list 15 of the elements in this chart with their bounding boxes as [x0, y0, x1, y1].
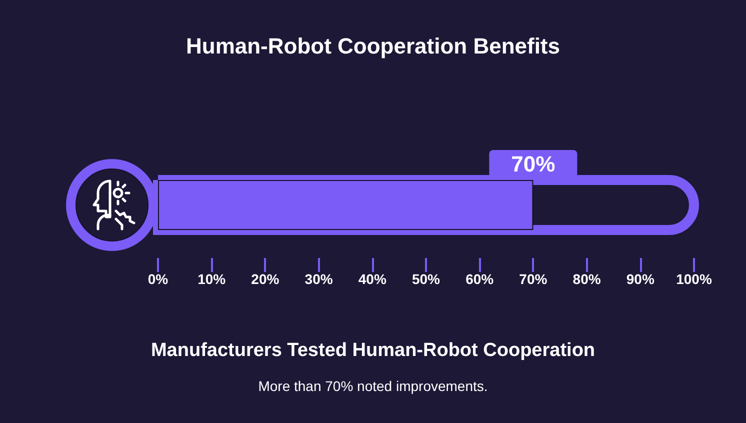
- chart-title: Human-Robot Cooperation Benefits: [186, 34, 560, 58]
- x-tick-label: 30%: [304, 271, 334, 287]
- x-tick-label: 10%: [198, 271, 226, 287]
- text: More than 70% noted improvements.: [258, 378, 488, 394]
- x-tick-label: 20%: [251, 271, 280, 287]
- x-tick-label: 90%: [626, 271, 655, 287]
- x-tick-label: 50%: [412, 271, 441, 287]
- x-tick-label: 40%: [358, 271, 387, 287]
- x-tick-label: 0%: [148, 271, 169, 287]
- data-label: 70%: [511, 152, 556, 176]
- x-tick-label: 100%: [676, 271, 712, 287]
- x-tick-label: 70%: [519, 271, 548, 287]
- x-axis-title: Manufacturers Tested Human-Robot Cooperation: [150, 340, 596, 361]
- x-tick-label: 60%: [466, 271, 494, 287]
- x-tick-label: 80%: [572, 271, 602, 287]
